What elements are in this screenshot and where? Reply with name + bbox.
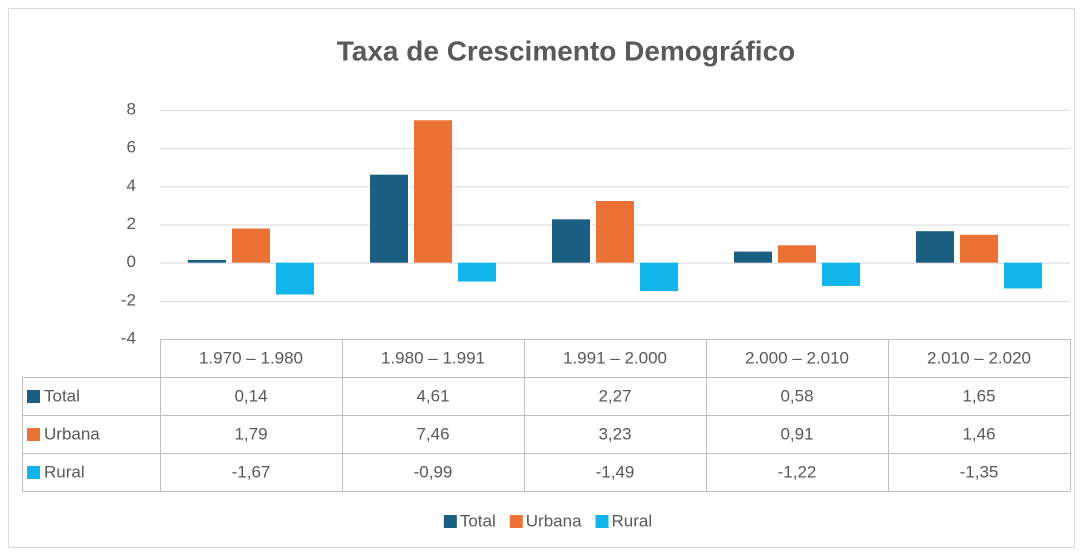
legend-key [509, 515, 523, 528]
value-label: 1,79 [234, 424, 267, 443]
category-label: 1.980 – 1.991 [381, 348, 485, 367]
chart-border [8, 8, 1075, 548]
bar [414, 120, 452, 263]
category-label: 1.991 – 2.000 [563, 348, 667, 367]
bar [960, 234, 998, 263]
value-label: 1,65 [962, 386, 995, 405]
category-label: 2.010 – 2.020 [927, 348, 1031, 367]
bar [778, 245, 816, 263]
value-label: 3,23 [598, 424, 631, 443]
bar [734, 251, 772, 263]
bar [232, 228, 270, 263]
y-tick-label: 0 [127, 252, 136, 271]
value-label: 0,58 [780, 386, 813, 405]
value-label: -0,99 [414, 462, 453, 481]
table-legend-key [27, 390, 40, 403]
table-legend-key [27, 466, 40, 479]
series-label: Urbana [44, 424, 100, 443]
legend-label: Urbana [526, 511, 582, 530]
series-label: Rural [44, 462, 85, 481]
legend-key [595, 515, 609, 528]
y-tick-label: -4 [121, 328, 136, 347]
table-legend-key [27, 428, 40, 441]
bar [276, 262, 314, 295]
bar [552, 219, 590, 263]
value-label: -1,35 [960, 462, 999, 481]
y-tick-label: 8 [127, 99, 136, 118]
bar [1004, 262, 1042, 289]
value-label: 2,27 [598, 386, 631, 405]
y-tick-label: 6 [127, 138, 136, 157]
legend-label: Rural [612, 511, 653, 530]
bar [822, 262, 860, 286]
chart-title: Taxa de Crescimento Demográfico [337, 35, 796, 66]
bar [640, 262, 678, 292]
bar [458, 262, 496, 282]
bar [370, 174, 408, 263]
value-label: 1,46 [962, 424, 995, 443]
bar [596, 201, 634, 263]
y-tick-label: 2 [127, 214, 136, 233]
legend-label: Total [460, 511, 496, 530]
value-label: 4,61 [416, 386, 449, 405]
y-tick-label: 4 [127, 176, 136, 195]
legend-key [443, 515, 457, 528]
category-label: 1.970 – 1.980 [199, 348, 303, 367]
bar [188, 259, 226, 263]
category-label: 2.000 – 2.010 [745, 348, 849, 367]
value-label: 0,14 [234, 386, 267, 405]
value-label: -1,67 [232, 462, 271, 481]
value-label: -1,49 [596, 462, 635, 481]
y-tick-label: -2 [121, 290, 136, 309]
value-label: -1,22 [778, 462, 817, 481]
value-label: 0,91 [780, 424, 813, 443]
value-label: 7,46 [416, 424, 449, 443]
series-label: Total [44, 386, 80, 405]
bar [916, 231, 954, 263]
